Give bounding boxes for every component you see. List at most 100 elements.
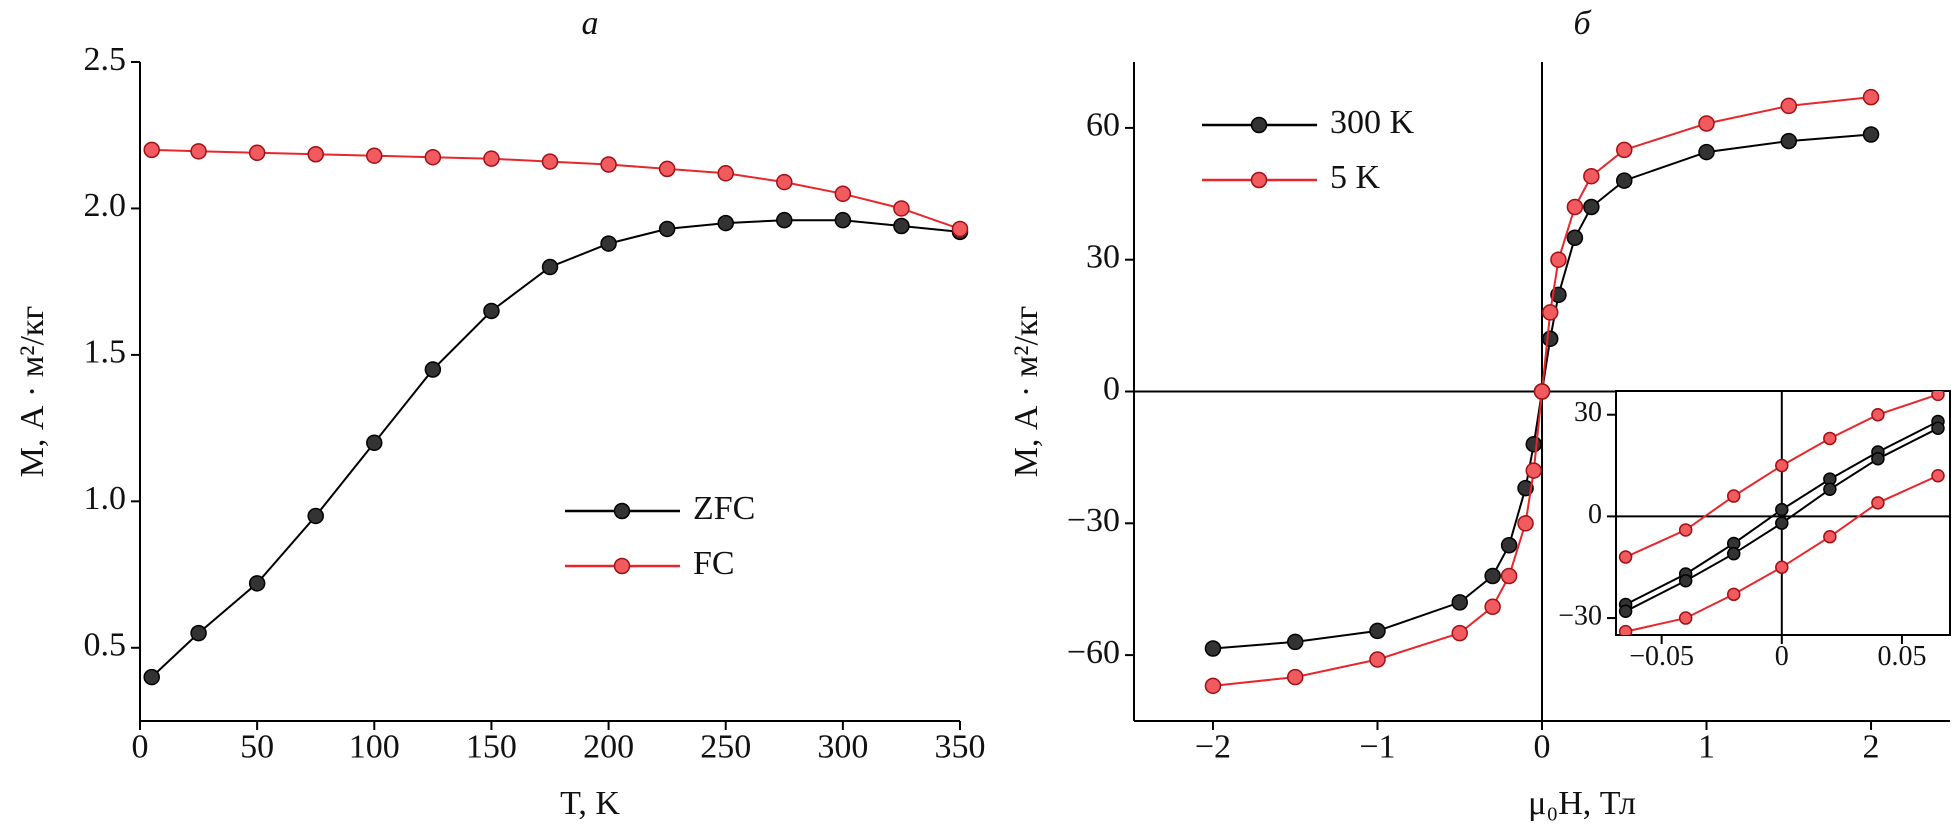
legend-label: FC	[693, 545, 735, 582]
inset: −0.05 0 0.05 −30 0 30	[1558, 390, 1951, 672]
y-tick-label: −60	[1067, 634, 1120, 671]
data-point	[717, 214, 734, 232]
y-tick-label: −30	[1067, 502, 1120, 539]
data-point	[1484, 598, 1501, 616]
data-point	[1541, 330, 1559, 348]
data-point	[190, 624, 207, 642]
data-point	[1541, 304, 1559, 321]
data-point	[1583, 167, 1600, 185]
x-axis-label: μ₀H, Тл	[1528, 785, 1636, 822]
series-group	[1618, 391, 1945, 635]
y-tick-label: 0	[1588, 499, 1602, 530]
data-point	[1871, 407, 1885, 422]
legend-label: 300 K	[1330, 104, 1415, 141]
data-point	[1871, 452, 1885, 466]
legend-marker	[613, 502, 631, 520]
data-point	[483, 150, 500, 167]
data-point	[658, 220, 676, 238]
data-point	[951, 220, 969, 238]
x-tick-label: 0	[1534, 729, 1551, 766]
data-point	[248, 575, 266, 592]
y-tick-label: 30	[1574, 397, 1602, 428]
y-tick-label: 2.0	[84, 187, 127, 224]
y-tick-label: −30	[1558, 600, 1602, 631]
data-point	[248, 144, 266, 162]
data-point	[1775, 560, 1789, 574]
x-tick-label: 100	[349, 729, 400, 766]
data-point	[1931, 468, 1945, 483]
x-tick-label: 150	[466, 729, 517, 766]
x-tick-label: 250	[700, 729, 751, 766]
x-tick-label: 2	[1863, 729, 1880, 766]
data-point	[541, 153, 559, 170]
data-point	[776, 173, 793, 191]
data-point	[1533, 383, 1551, 400]
x-tick-label: 300	[817, 729, 868, 766]
data-point	[658, 160, 676, 178]
data-point	[1618, 604, 1633, 619]
data-point	[717, 165, 734, 182]
data-point	[1204, 640, 1222, 657]
data-point	[1775, 458, 1789, 473]
data-point	[1678, 574, 1693, 588]
data-point	[424, 361, 442, 378]
y-tick-label: 60	[1086, 107, 1120, 144]
data-point	[1616, 172, 1633, 189]
data-point	[1204, 677, 1222, 695]
y-tick-label: 0	[1103, 370, 1120, 407]
x-tick-label: 50	[240, 729, 274, 766]
data-point	[1525, 435, 1543, 453]
data-point	[1726, 489, 1741, 503]
y-axis-label: M, А · м²/кг	[1008, 306, 1045, 478]
data-point	[893, 200, 910, 217]
data-point	[1286, 668, 1304, 686]
data-point	[1566, 198, 1584, 216]
data-point	[1780, 97, 1798, 115]
data-point	[1618, 550, 1633, 564]
data-point	[1500, 567, 1518, 585]
y-tick-label: 1.0	[84, 480, 127, 517]
series-group	[1204, 88, 1880, 695]
y-tick-label: 0.5	[84, 627, 127, 664]
chart-title: а	[582, 5, 599, 42]
legend-label: 5 K	[1330, 159, 1381, 196]
data-point	[190, 143, 207, 160]
data-point	[1871, 496, 1885, 510]
legend-label: ZFC	[693, 490, 755, 527]
data-point	[1566, 229, 1584, 246]
data-point	[1931, 421, 1945, 436]
data-point	[1517, 479, 1534, 497]
data-point	[1775, 502, 1789, 517]
series-group	[143, 141, 969, 686]
data-point	[1525, 462, 1543, 479]
data-point	[307, 146, 324, 163]
data-point	[307, 507, 324, 525]
data-point	[366, 434, 383, 452]
data-point	[143, 668, 160, 686]
data-point	[1451, 624, 1468, 642]
data-point	[1369, 651, 1386, 668]
data-point	[1775, 516, 1789, 530]
data-point	[1500, 537, 1518, 554]
x-axis-label: T, K	[560, 785, 620, 822]
data-point	[776, 211, 793, 229]
chart: 0 50 100 150 200 250 300 350 0.5 1.0 1.5 2.0 2.5 а T, …	[14, 5, 986, 822]
data-point	[1862, 126, 1880, 143]
x-tick-label: −2	[1195, 729, 1231, 766]
data-point	[600, 156, 617, 173]
data-point	[143, 141, 160, 159]
data-point	[366, 147, 383, 164]
data-point	[1583, 198, 1600, 216]
data-point	[1618, 624, 1633, 635]
data-point	[834, 211, 852, 229]
x-tick-label: −1	[1359, 729, 1395, 766]
data-point	[1286, 633, 1304, 651]
data-point	[834, 185, 852, 203]
data-point	[1780, 132, 1798, 150]
data-point	[1726, 546, 1741, 561]
data-point	[1726, 587, 1741, 602]
legend-marker	[1250, 116, 1268, 134]
data-point	[1931, 391, 1945, 402]
